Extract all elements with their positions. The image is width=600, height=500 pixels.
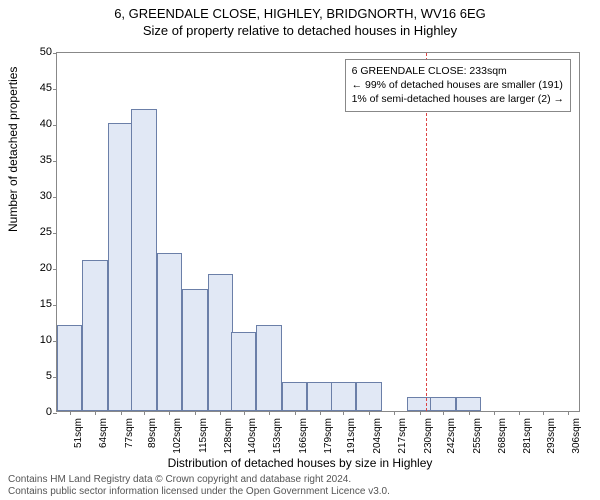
y-tick-label: 50 bbox=[22, 46, 52, 58]
histogram-bar bbox=[282, 382, 307, 411]
x-tick bbox=[269, 411, 270, 415]
x-tick-label: 217sqm bbox=[397, 418, 408, 454]
y-tick-label: 5 bbox=[22, 370, 52, 382]
x-tick-label: 153sqm bbox=[272, 418, 283, 454]
x-tick-label: 51sqm bbox=[73, 418, 84, 448]
y-tick bbox=[53, 53, 57, 54]
y-tick-label: 30 bbox=[22, 190, 52, 202]
y-tick bbox=[53, 305, 57, 306]
histogram-bar bbox=[331, 382, 356, 411]
histogram-bar bbox=[307, 382, 332, 411]
histogram-bar bbox=[231, 332, 256, 411]
x-axis-label: Distribution of detached houses by size … bbox=[0, 456, 600, 470]
histogram-bar bbox=[157, 253, 182, 411]
footer-attribution: Contains HM Land Registry data © Crown c… bbox=[8, 474, 390, 498]
x-tick bbox=[543, 411, 544, 415]
title-sub: Size of property relative to detached ho… bbox=[0, 21, 600, 38]
x-tick bbox=[169, 411, 170, 415]
x-tick-label: 255sqm bbox=[472, 418, 483, 454]
footer-line: Contains HM Land Registry data © Crown c… bbox=[8, 474, 390, 486]
y-axis-label: Number of detached properties bbox=[6, 67, 20, 232]
histogram-bar bbox=[57, 325, 82, 411]
x-tick-label: 281sqm bbox=[522, 418, 533, 454]
x-tick-label: 204sqm bbox=[372, 418, 383, 454]
x-tick bbox=[144, 411, 145, 415]
histogram-bar bbox=[456, 397, 481, 411]
x-tick bbox=[568, 411, 569, 415]
title-main: 6, GREENDALE CLOSE, HIGHLEY, BRIDGNORTH,… bbox=[0, 0, 600, 21]
annotation-line: 6 GREENDALE CLOSE: 233sqm bbox=[352, 64, 564, 78]
x-tick bbox=[394, 411, 395, 415]
y-tick-label: 20 bbox=[22, 262, 52, 274]
x-tick bbox=[494, 411, 495, 415]
x-tick bbox=[95, 411, 96, 415]
histogram-bar bbox=[407, 397, 432, 411]
annotation-line: 1% of semi-detached houses are larger (2… bbox=[352, 92, 564, 106]
histogram-bar bbox=[256, 325, 281, 411]
histogram-bar bbox=[131, 109, 156, 411]
histogram-bar bbox=[208, 274, 233, 411]
y-tick-label: 45 bbox=[22, 82, 52, 94]
y-tick bbox=[53, 233, 57, 234]
histogram-bar bbox=[356, 382, 381, 411]
x-tick-label: 306sqm bbox=[571, 418, 582, 454]
x-tick-label: 242sqm bbox=[446, 418, 457, 454]
histogram-bar bbox=[82, 260, 107, 411]
y-tick bbox=[53, 197, 57, 198]
x-tick bbox=[121, 411, 122, 415]
x-tick bbox=[519, 411, 520, 415]
x-tick-label: 64sqm bbox=[98, 418, 109, 448]
x-tick-label: 115sqm bbox=[198, 418, 209, 453]
annotation-line: ← 99% of detached houses are smaller (19… bbox=[352, 78, 564, 92]
footer-line: Contains public sector information licen… bbox=[8, 486, 390, 498]
y-tick-label: 15 bbox=[22, 298, 52, 310]
annotation-box: 6 GREENDALE CLOSE: 233sqm← 99% of detach… bbox=[345, 59, 571, 112]
histogram-bar bbox=[108, 123, 133, 411]
y-tick-label: 0 bbox=[22, 406, 52, 418]
x-tick-label: 191sqm bbox=[346, 418, 357, 454]
histogram-bar bbox=[182, 289, 207, 411]
x-tick bbox=[220, 411, 221, 415]
x-tick-label: 140sqm bbox=[247, 418, 258, 454]
y-tick bbox=[53, 125, 57, 126]
y-tick bbox=[53, 161, 57, 162]
x-tick bbox=[420, 411, 421, 415]
x-tick-label: 179sqm bbox=[323, 418, 334, 454]
x-tick bbox=[195, 411, 196, 415]
y-tick bbox=[53, 89, 57, 90]
x-tick bbox=[469, 411, 470, 415]
y-tick-label: 40 bbox=[22, 118, 52, 130]
x-tick bbox=[320, 411, 321, 415]
x-tick bbox=[443, 411, 444, 415]
x-tick-label: 89sqm bbox=[147, 418, 158, 448]
x-tick-label: 230sqm bbox=[423, 418, 434, 454]
x-tick bbox=[244, 411, 245, 415]
x-tick-label: 166sqm bbox=[298, 418, 309, 454]
chart-plot-area: 6 GREENDALE CLOSE: 233sqm← 99% of detach… bbox=[56, 52, 580, 412]
x-tick-label: 268sqm bbox=[497, 418, 508, 454]
x-tick-label: 102sqm bbox=[172, 418, 183, 454]
y-tick-label: 10 bbox=[22, 334, 52, 346]
x-tick bbox=[295, 411, 296, 415]
x-tick bbox=[70, 411, 71, 415]
x-tick-label: 293sqm bbox=[546, 418, 557, 454]
y-tick bbox=[53, 269, 57, 270]
y-tick-label: 25 bbox=[22, 226, 52, 238]
x-tick bbox=[343, 411, 344, 415]
x-tick-label: 128sqm bbox=[223, 418, 234, 454]
histogram-bar bbox=[430, 397, 455, 411]
y-tick bbox=[53, 413, 57, 414]
x-tick-label: 77sqm bbox=[124, 418, 135, 448]
y-tick-label: 35 bbox=[22, 154, 52, 166]
x-tick bbox=[369, 411, 370, 415]
